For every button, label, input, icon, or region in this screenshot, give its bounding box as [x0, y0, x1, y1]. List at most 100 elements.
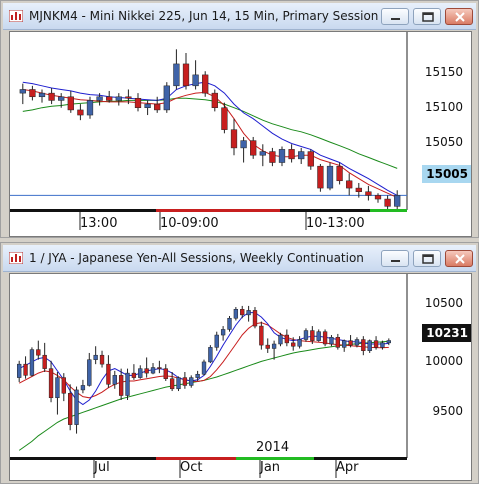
candle-body	[55, 377, 60, 399]
candle-body	[214, 334, 219, 348]
candle-body	[61, 377, 66, 394]
candle-body	[163, 368, 168, 379]
x-tick-label: 10-09:00	[160, 216, 219, 231]
minimize-button[interactable]	[381, 8, 409, 25]
candle-body	[284, 334, 290, 344]
candle-body	[348, 340, 353, 346]
candle-body	[316, 331, 321, 341]
candle-body	[106, 96, 113, 101]
candle-body	[77, 109, 84, 116]
candle-body	[23, 363, 28, 376]
candle-body	[297, 339, 302, 347]
price-chart[interactable]: 15150 15100 15050 15005 13:00 10-09:00 1…	[9, 31, 472, 237]
candle-body	[233, 309, 239, 319]
candle-body	[144, 103, 151, 108]
candle-body	[195, 373, 200, 378]
window-title: 1 / JYA - Japanese Yen-All Sessions, Wee…	[29, 251, 364, 265]
candlestick-plot[interactable]	[10, 274, 471, 480]
candle-body	[240, 309, 245, 316]
y-tick-label: 15050	[424, 135, 463, 149]
session-strip	[156, 457, 236, 460]
chart-window-yen: 1 / JYA - Japanese Yen-All Sessions, Wee…	[0, 242, 479, 484]
close-button[interactable]	[445, 250, 473, 267]
candle-body	[278, 334, 283, 345]
last-price-marker: 10231	[422, 324, 471, 342]
candle-body	[310, 330, 315, 341]
candle-body	[173, 63, 180, 87]
chart-icon	[9, 10, 23, 22]
candle-body	[38, 92, 46, 98]
candle-body	[68, 393, 73, 425]
candle-body	[221, 107, 228, 130]
candle-body	[118, 375, 124, 396]
candle-body	[144, 368, 149, 374]
close-icon	[455, 254, 465, 264]
session-strip	[314, 457, 407, 460]
candle-body	[36, 349, 41, 356]
y-tick-label: 10000	[424, 354, 463, 368]
x-tick-label: 10-13:00	[306, 216, 365, 231]
candle-body	[269, 151, 276, 163]
candle-body	[230, 129, 238, 149]
candle-body	[48, 368, 54, 399]
session-strip	[10, 457, 156, 460]
candle-body	[220, 329, 226, 336]
candle-body	[240, 140, 247, 149]
candle-body	[326, 165, 334, 189]
x-tick-label: Apr	[336, 460, 359, 475]
minimize-button[interactable]	[381, 250, 409, 267]
candle-body	[259, 325, 264, 346]
candle-body	[291, 342, 296, 347]
candle-body	[99, 354, 105, 365]
candle-body	[67, 96, 74, 111]
close-button[interactable]	[445, 8, 473, 25]
candle-body	[271, 343, 277, 349]
candle-body	[355, 187, 362, 192]
restore-button[interactable]	[413, 8, 441, 25]
candle-body	[192, 74, 199, 87]
candle-body	[154, 103, 161, 111]
chart-icon	[9, 252, 23, 264]
candle-body	[365, 191, 372, 196]
candle-body	[335, 337, 340, 348]
candle-body	[354, 339, 360, 346]
price-chart[interactable]: 10500 10000 9500 10231 2014 Jul Oct Jan …	[9, 273, 472, 481]
candle-body	[115, 96, 122, 101]
candle-body	[182, 63, 190, 87]
candle-body	[96, 96, 103, 101]
candle-body	[342, 340, 347, 348]
restore-icon	[422, 254, 434, 264]
candle-body	[322, 331, 328, 345]
candle-body	[163, 85, 170, 111]
candle-body	[252, 310, 258, 327]
candle-body	[176, 377, 181, 390]
candle-body	[317, 165, 324, 189]
candle-body	[106, 363, 111, 385]
candle-body	[374, 195, 382, 200]
candle-body	[373, 340, 379, 348]
session-strip	[236, 457, 314, 460]
candle-body	[208, 347, 213, 363]
candle-body	[394, 195, 401, 207]
moving-average-ma_fast	[22, 81, 398, 196]
y-tick-label: 9500	[432, 404, 463, 418]
candle-body	[150, 367, 156, 374]
candle-body	[278, 149, 286, 163]
candle-body	[42, 354, 47, 369]
year-label: 2014	[256, 440, 290, 455]
y-tick-label: 15150	[424, 65, 463, 79]
restore-button[interactable]	[413, 250, 441, 267]
candle-body	[189, 377, 194, 386]
candle-body	[211, 92, 218, 108]
y-tick-label: 15100	[424, 100, 463, 114]
candlestick-plot[interactable]	[10, 32, 471, 236]
candle-body	[131, 372, 137, 378]
candle-body	[17, 363, 22, 378]
title-bar[interactable]: MJNKM4 - Mini Nikkei 225, Jun 14, 15 Min…	[3, 3, 476, 30]
candle-body	[138, 368, 143, 378]
y-tick-label: 10500	[424, 296, 463, 310]
moving-average-ma_slow	[22, 97, 398, 169]
x-tick-label: Jan	[260, 460, 281, 475]
title-bar[interactable]: 1 / JYA - Japanese Yen-All Sessions, Wee…	[3, 245, 476, 272]
candle-body	[93, 354, 98, 360]
